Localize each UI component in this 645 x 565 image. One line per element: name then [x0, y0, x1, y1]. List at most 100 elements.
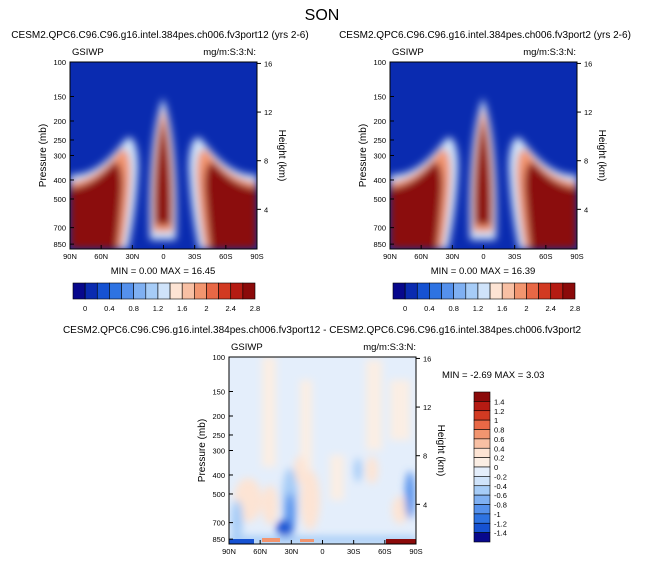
height-tick-label: 4 — [584, 205, 588, 214]
panel-3-field — [229, 357, 416, 544]
colorbar-swatch — [477, 282, 491, 300]
x-tick-label: 30N — [284, 547, 298, 556]
panel-2-left-label: GSIWP — [392, 47, 424, 58]
panel-2-title: CESM2.QPC6.C96.C96.g16.intel.384pes.ch00… — [339, 30, 631, 41]
x-tick-label: 30S — [188, 252, 201, 261]
colorbar-label: 0 — [83, 304, 87, 313]
colorbar-swatch — [416, 282, 430, 300]
x-tick-label: 30N — [445, 252, 459, 261]
height-tick-label: 16 — [423, 354, 431, 363]
colorbar-swatch — [96, 282, 110, 300]
y-tick-label: 300 — [373, 152, 386, 161]
panel-2-field — [390, 62, 577, 249]
panel-3-axes: 90N 60N 30N 0 30S 60S 90S 100 150 200 250 300 400 500… — [197, 353, 446, 556]
colorbar-swatch — [473, 438, 491, 449]
colorbar-swatch — [109, 282, 122, 300]
panel-1-axes: 90N 60N 30N 0 30S 60S 90S 100 150 200 250 300 400 500… — [38, 58, 287, 261]
panel-3-right-label: mg/m:S:3:N: — [363, 342, 416, 353]
height-tick-label: 16 — [264, 59, 272, 68]
colorbar-swatch — [473, 391, 491, 402]
x-tick-label: 30S — [347, 547, 360, 556]
colorbar-label: 1.2 — [494, 407, 504, 416]
colorbar-label: 1.4 — [494, 397, 504, 406]
colorbar-label: 0.8 — [494, 426, 504, 435]
colorbar-label: 0 — [403, 304, 407, 313]
colorbar-label: 0.4 — [104, 304, 114, 313]
y-tick-label: 400 — [212, 471, 225, 480]
colorbar-swatch — [84, 282, 98, 300]
height-tick-label: 4 — [423, 500, 427, 509]
colorbar-label: -1.2 — [494, 519, 507, 528]
y-tick-label: 700 — [373, 224, 386, 233]
colorbar-swatch — [473, 419, 491, 430]
colorbar-swatch — [473, 476, 491, 487]
colorbar-label: -0.4 — [494, 482, 507, 491]
colorbar-label: 1.2 — [153, 304, 163, 313]
panel-3-left-label: GSIWP — [231, 342, 263, 353]
y-tick-label: 400 — [53, 176, 66, 185]
colorbar-label: 2.4 — [226, 304, 236, 313]
colorbar-swatch — [169, 282, 183, 300]
colorbar-swatch — [230, 282, 244, 300]
colorbar-swatch — [538, 282, 552, 300]
panel-1-title: CESM2.QPC6.C96.C96.g16.intel.384pes.ch00… — [11, 30, 308, 41]
x-tick-label: 60S — [378, 547, 391, 556]
panel-2-right-label: mg/m:S:3:N: — [523, 47, 576, 58]
colorbar-swatch — [181, 282, 195, 300]
colorbar-label: 0.4 — [424, 304, 434, 313]
colorbar-label: 2 — [204, 304, 208, 313]
colorbar-swatch — [473, 485, 491, 496]
y-tick-label: 150 — [212, 388, 225, 397]
y-tick-label: 250 — [373, 136, 386, 145]
height-tick-label: 4 — [264, 205, 268, 214]
colorbar-swatch — [473, 494, 491, 505]
y-tick-label: 300 — [53, 152, 66, 161]
y-tick-label: 150 — [373, 93, 386, 102]
colorbar-swatch — [429, 282, 442, 300]
colorbar-label: 0.4 — [494, 444, 504, 453]
colorbar-swatch — [473, 457, 491, 468]
height-tick-label: 12 — [584, 108, 592, 117]
y-tick-label: 300 — [212, 447, 225, 456]
y-tick-label: 200 — [373, 117, 386, 126]
colorbar-label: 0.2 — [494, 454, 504, 463]
colorbar-swatch — [392, 282, 406, 300]
colorbar-swatch — [465, 282, 479, 300]
y-tick-label: 150 — [53, 93, 66, 102]
y-tick-label: 850 — [212, 535, 225, 544]
height-axis-label: Height (km) — [276, 130, 287, 182]
panel-1-stats: MIN = 0.00 MAX = 16.45 — [111, 266, 216, 277]
y-tick-label: 700 — [212, 519, 225, 528]
colorbar-bottom: 1.41.210.80.60.40.20-0.2-0.4-0.6-0.8-1-1… — [473, 391, 507, 543]
x-tick-label: 30S — [508, 252, 521, 261]
colorbar-swatch — [133, 282, 147, 300]
colorbar-swatch — [501, 282, 515, 300]
height-tick-label: 8 — [423, 452, 427, 461]
y-tick-label: 400 — [373, 176, 386, 185]
y-tick-label: 850 — [53, 240, 66, 249]
colorbar-label: 0 — [494, 463, 498, 472]
colorbar-swatch — [514, 282, 527, 300]
y-tick-label: 500 — [53, 195, 66, 204]
y-tick-label: 200 — [212, 412, 225, 421]
x-tick-label: 60S — [539, 252, 552, 261]
height-tick-label: 12 — [423, 403, 431, 412]
colorbar-label: -0.8 — [494, 501, 507, 510]
y-tick-label: 500 — [212, 490, 225, 499]
height-axis-label: Height (km) — [596, 130, 607, 182]
y-tick-label: 100 — [212, 353, 225, 362]
colorbar-label: -1 — [494, 510, 501, 519]
x-tick-label: 0 — [320, 547, 324, 556]
panel-3-stats: MIN = -2.69 MAX = 3.03 — [442, 370, 544, 381]
colorbar-swatch — [489, 282, 503, 300]
y-axis-label: Pressure (mb) — [38, 124, 49, 187]
x-tick-label: 90S — [409, 547, 422, 556]
y-tick-label: 700 — [53, 224, 66, 233]
colorbar-swatch — [72, 282, 86, 300]
colorbar-swatch — [441, 282, 454, 300]
colorbar-swatch — [194, 282, 207, 300]
colorbar-swatch — [121, 282, 134, 300]
x-tick-label: 60N — [94, 252, 108, 261]
panel-1: CESM2.QPC6.C96.C96.g16.intel.384pes.ch00… — [11, 30, 308, 277]
panel-3-title: CESM2.QPC6.C96.C96.g16.intel.384pes.ch00… — [63, 325, 582, 336]
